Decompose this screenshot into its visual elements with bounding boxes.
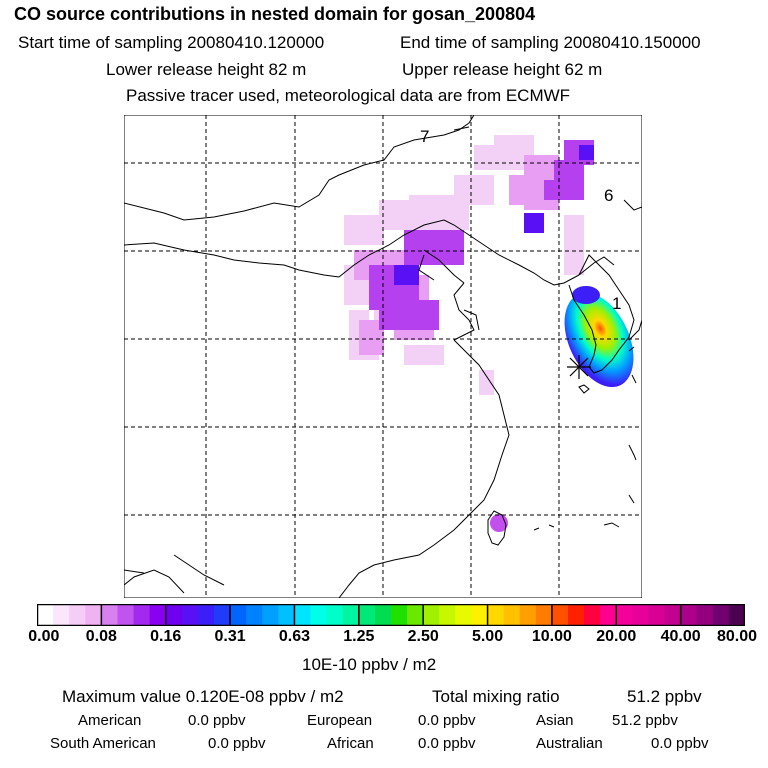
map-title: CO source contributions in nested domain… — [14, 4, 536, 24]
colorbar-tick-label: 0.16 — [150, 628, 182, 645]
region-name-american: American — [78, 712, 142, 729]
colorbar-unit-label: 10E-10 ppbv / m2 — [302, 655, 437, 674]
korea-plume-north — [572, 286, 600, 304]
end-time-label: End time of sampling 20080410.150000 — [400, 33, 701, 52]
colorbar-swatch — [165, 604, 183, 626]
colorbar-swatch — [149, 604, 167, 626]
colorbar-tick-label: 20.00 — [596, 628, 637, 645]
colorbar-swatch — [648, 604, 666, 626]
plume-core — [394, 145, 594, 285]
region-label-7: 7 — [420, 127, 429, 146]
colorbar-swatch — [712, 604, 730, 626]
region-value-australian: 0.0 ppbv — [651, 735, 709, 752]
region-value-asian: 51.2 ppbv — [612, 712, 678, 729]
region-value-american: 0.0 ppbv — [188, 712, 246, 729]
colorbar-swatch — [696, 604, 714, 626]
start-time-label: Start time of sampling 20080410.120000 — [18, 33, 325, 52]
colorbar-tick-label: 2.50 — [407, 628, 439, 645]
region-name-south-american: South American — [50, 735, 156, 752]
colorbar-swatch — [455, 604, 472, 626]
total-mixing-value: 51.2 ppbv — [627, 687, 702, 706]
colorbar-swatch — [503, 604, 521, 626]
colorbar-swatch — [342, 604, 360, 626]
colorbar-swatch — [423, 604, 440, 626]
colorbar-swatch — [85, 604, 102, 626]
colorbar-swatch — [728, 604, 745, 626]
colorbar-swatch — [551, 604, 569, 626]
upper-release-label: Upper release height 62 m — [402, 60, 603, 79]
colorbar-tick-label: 5.00 — [471, 628, 504, 645]
receptor-marker-icon — [567, 355, 591, 379]
colorbar-tick-label: 1.25 — [343, 628, 375, 645]
colorbar-swatch — [358, 604, 376, 626]
grid-lines — [124, 115, 642, 598]
colorbar-swatch — [69, 604, 86, 626]
lower-release-label: Lower release height 82 m — [106, 60, 307, 79]
colorbar-swatch — [616, 604, 633, 626]
colorbar-frame — [37, 604, 745, 626]
colorbar — [37, 604, 745, 626]
colorbar-swatch — [519, 604, 537, 626]
colorbar-swatch — [632, 604, 649, 626]
colorbar-swatch — [407, 604, 424, 626]
source-contribution-map: 7 6 1 — [124, 115, 642, 598]
coastlines — [124, 115, 642, 598]
colorbar-swatch — [600, 604, 617, 626]
colorbar-swatch — [197, 604, 215, 626]
region-value-african: 0.0 ppbv — [418, 735, 476, 752]
colorbar-swatch — [278, 604, 295, 626]
colorbar-swatch — [326, 604, 344, 626]
colorbar-swatch — [568, 604, 585, 626]
total-mixing-label: Total mixing ratio — [432, 687, 560, 706]
colorbar-swatch — [133, 604, 151, 626]
region-value-south-american: 0.0 ppbv — [208, 735, 266, 752]
tracer-label: Passive tracer used, meteorological data… — [126, 86, 571, 105]
colorbar-swatch — [584, 604, 601, 626]
colorbar-swatch — [471, 604, 489, 626]
colorbar-swatch — [664, 604, 682, 626]
colorbar-swatch — [310, 604, 328, 626]
colorbar-swatch — [391, 604, 408, 626]
colorbar-swatch — [117, 604, 135, 626]
region-name-european: European — [307, 712, 373, 729]
colorbar-swatch — [294, 604, 312, 626]
colorbar-swatch — [246, 604, 263, 626]
max-value-label: Maximum value 0.120E-08 ppbv / m2 — [62, 687, 344, 706]
colorbar-tick-label: 0.31 — [214, 628, 246, 645]
colorbar-swatch — [680, 604, 698, 626]
colorbar-swatch — [181, 604, 199, 626]
region-label-6: 6 — [604, 186, 613, 205]
colorbar-swatch — [374, 604, 392, 626]
colorbar-swatch — [53, 604, 70, 626]
colorbar-tick-label: 0.00 — [28, 628, 60, 645]
colorbar-swatch — [439, 604, 456, 626]
colorbar-swatch — [230, 604, 247, 626]
colorbar-tick-label: 80.00 — [716, 628, 758, 645]
colorbar-swatch — [214, 604, 231, 626]
colorbar-swatch — [487, 604, 505, 626]
colorbar-tick-label: 40.00 — [660, 628, 701, 645]
colorbar-swatch — [262, 604, 279, 626]
colorbar-swatch — [101, 604, 118, 626]
colorbar-swatch — [535, 604, 553, 626]
jeju-coastline — [578, 384, 590, 394]
region-name-australian: Australian — [536, 735, 603, 752]
colorbar-swatch — [37, 604, 54, 626]
region-name-african: African — [327, 735, 374, 752]
taiwan-coastline — [487, 510, 507, 546]
colorbar-tick-label: 0.08 — [85, 628, 117, 645]
colorbar-tick-label: 10.00 — [531, 628, 572, 645]
region-value-european: 0.0 ppbv — [418, 712, 476, 729]
region-name-asian: Asian — [536, 712, 574, 729]
region-label-1: 1 — [612, 294, 621, 313]
colorbar-tick-label: 0.63 — [278, 628, 311, 645]
